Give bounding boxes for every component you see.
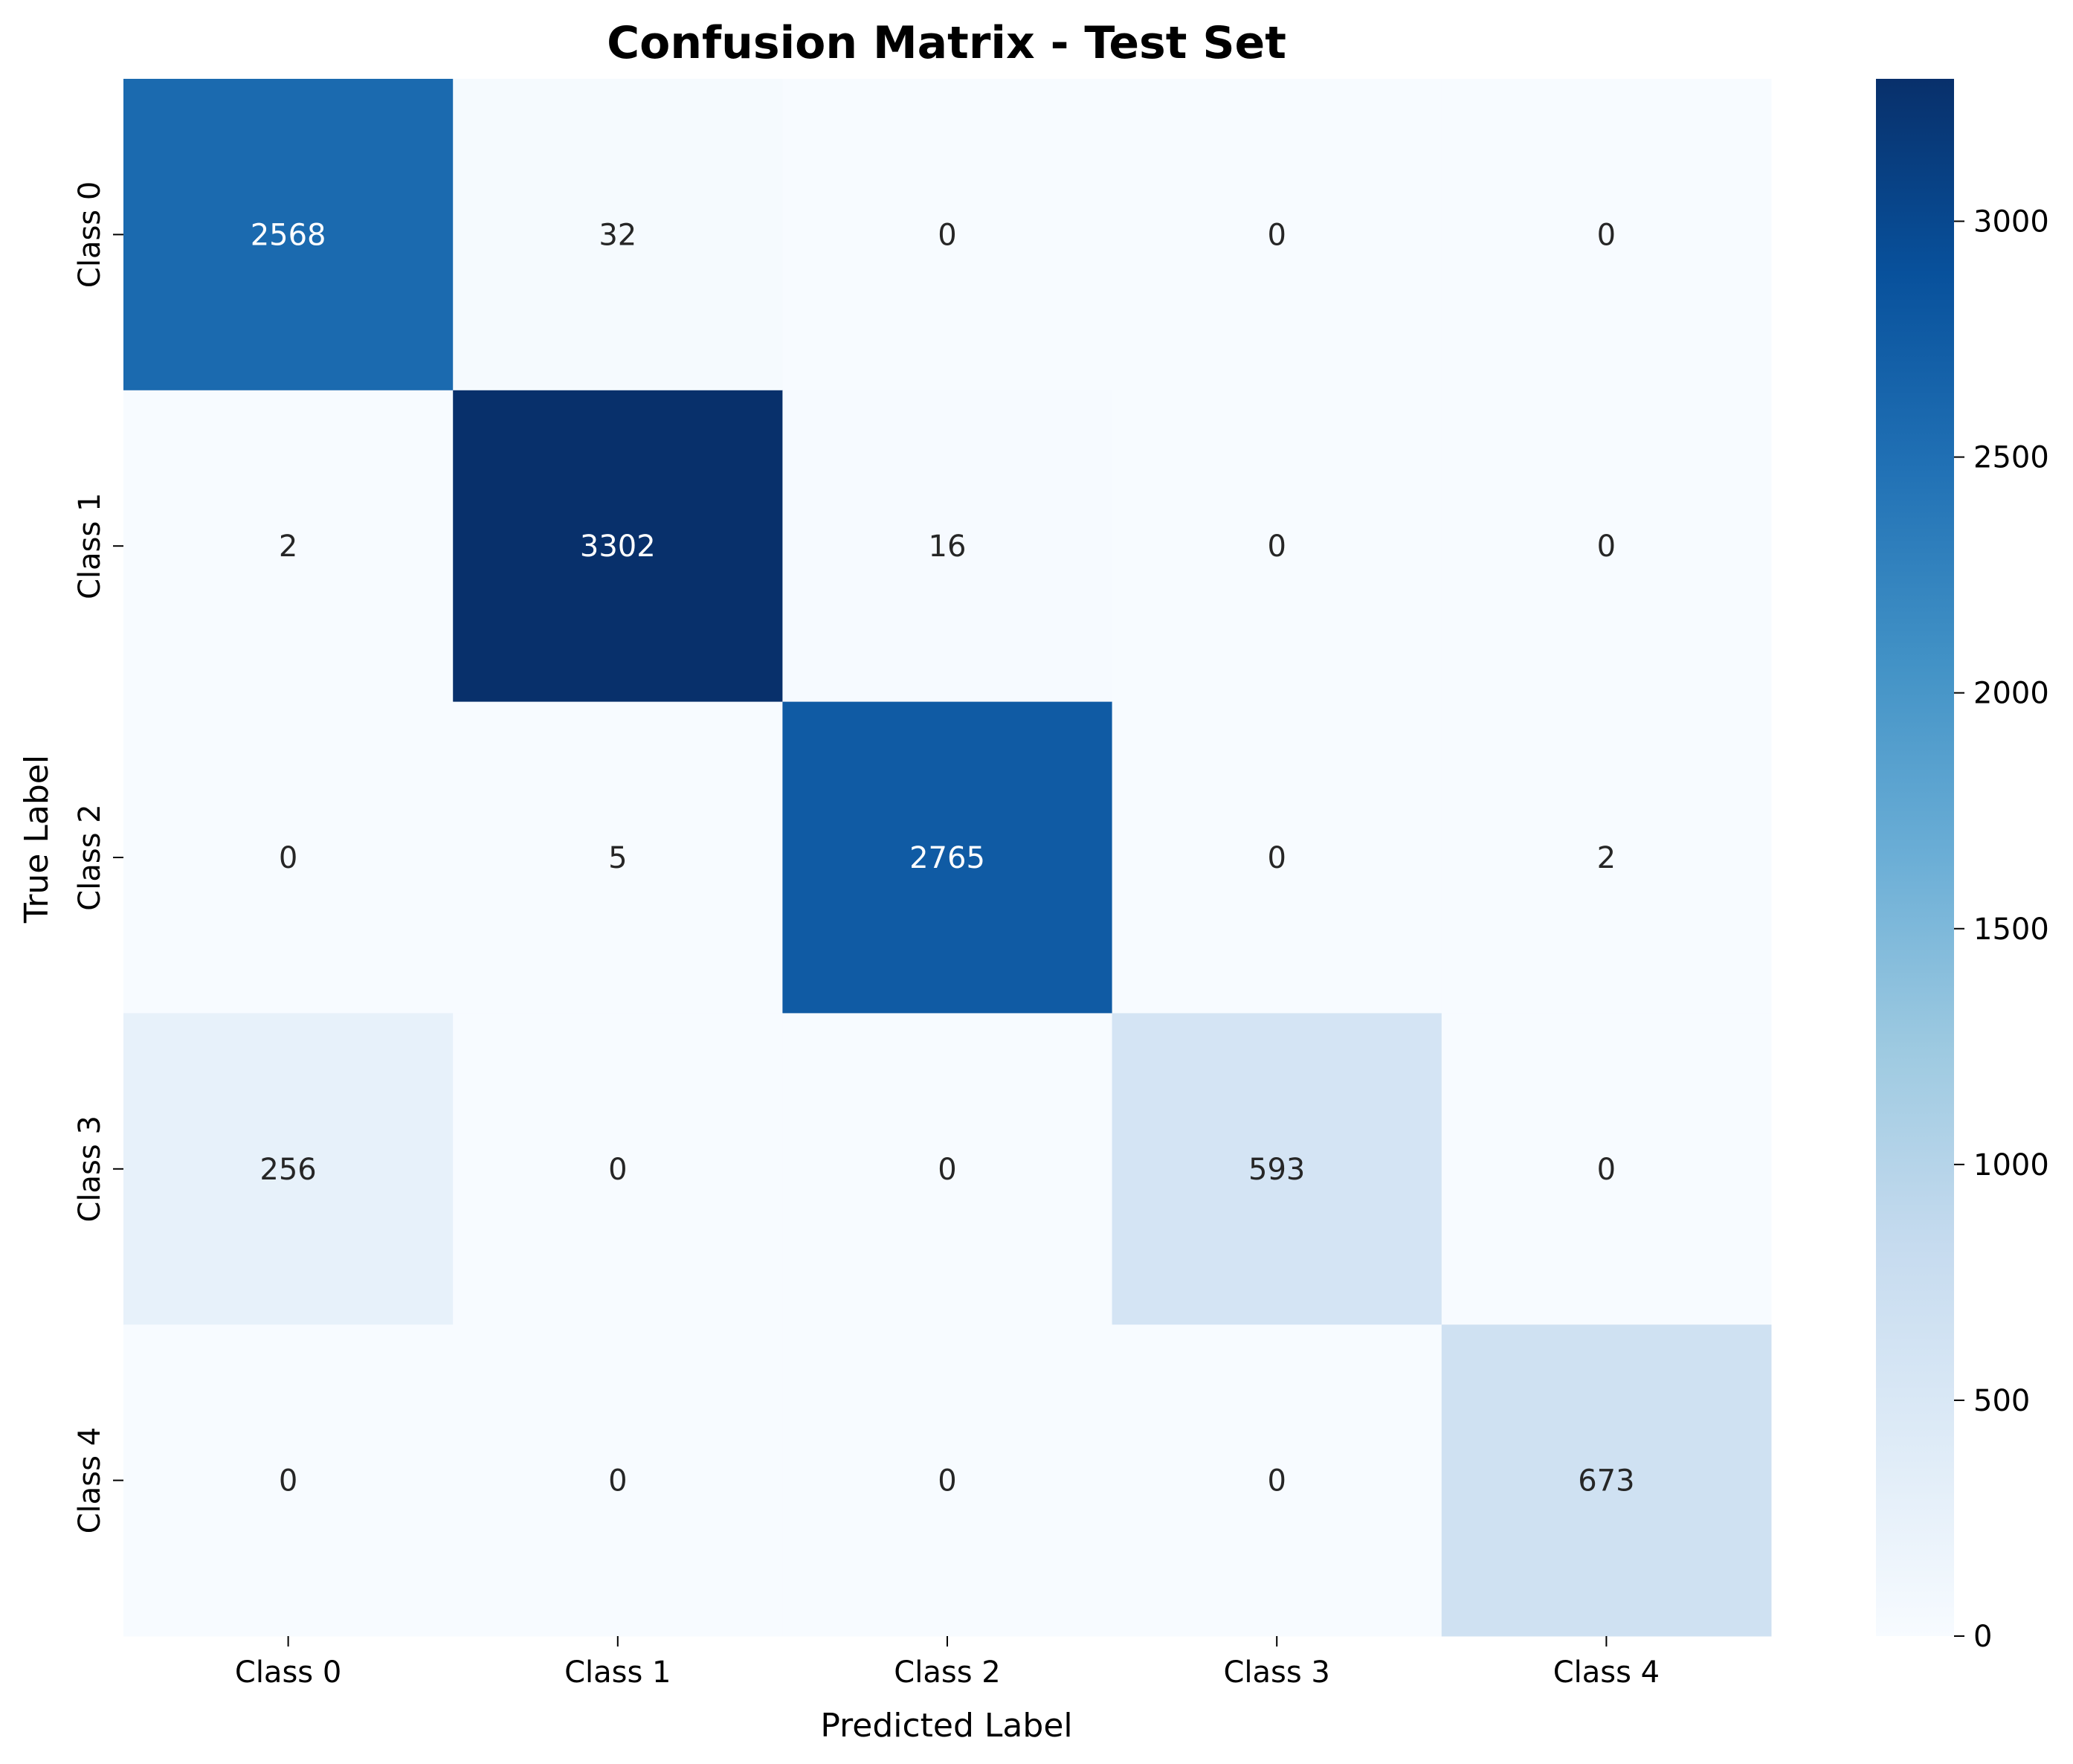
cell-value-label-r0-c1: 32 xyxy=(599,218,636,252)
colorbar-tick-label-1: 500 xyxy=(1973,1384,2030,1418)
cell-value-label-r3-c1: 0 xyxy=(608,1153,627,1187)
y-tick-label-0: Class 0 xyxy=(73,181,107,288)
heatmap-cell-r1-c0 xyxy=(123,390,454,703)
colorbar-ticks: 0 500 1000 1500 2000 2500 3000 xyxy=(1954,205,2049,1654)
y-tick-label-3: Class 3 xyxy=(73,1116,107,1222)
cell-value-label-r1-c4: 0 xyxy=(1597,529,1616,564)
cell-value-label-r3-c2: 0 xyxy=(938,1153,956,1187)
x-tick-label-4: Class 4 xyxy=(1553,1655,1660,1690)
cell-value-label-r2-c1: 5 xyxy=(608,841,627,875)
heatmap-cell-r4-c4 xyxy=(1441,1324,1772,1637)
y-axis: Class 0 Class 1 Class 2 Class 3 Class 4 xyxy=(73,181,123,1533)
colorbar-tick-label-2: 1000 xyxy=(1973,1148,2049,1182)
x-tick-label-1: Class 1 xyxy=(564,1655,671,1690)
heatmap-cell-r2-c1 xyxy=(453,701,783,1014)
heatmap-cell-r0-c2 xyxy=(782,79,1113,391)
heatmap-cell-r4-c0 xyxy=(123,1324,454,1637)
heatmap-cell-r0-c4 xyxy=(1441,79,1772,391)
heatmap-cell-r1-c3 xyxy=(1112,390,1442,703)
cell-value-label-r4-c1: 0 xyxy=(608,1464,627,1499)
heatmap-cell-r2-c2 xyxy=(782,701,1113,1014)
heatmap-cell-r0-c0 xyxy=(123,79,454,391)
heatmap-cell-r1-c2 xyxy=(782,390,1113,703)
heatmap-cell-r3-c4 xyxy=(1441,1013,1772,1325)
cell-value-label-r1-c0: 2 xyxy=(279,529,297,564)
heatmap-cell-r3-c3 xyxy=(1112,1013,1442,1325)
colorbar-tick-label-4: 2000 xyxy=(1973,677,2049,711)
cell-value-label-r0-c4: 0 xyxy=(1597,218,1616,252)
cell-value-label-r1-c3: 0 xyxy=(1267,529,1286,564)
cell-value-label-r2-c4: 2 xyxy=(1597,841,1616,875)
heatmap-cell-r3-c2 xyxy=(782,1013,1113,1325)
cell-value-label-r2-c2: 2765 xyxy=(909,841,985,875)
cell-value-label-r4-c3: 0 xyxy=(1267,1464,1286,1499)
cell-value-label-r2-c0: 0 xyxy=(279,841,297,875)
heatmap-cell-r2-c4 xyxy=(1441,701,1772,1014)
heatmap-cell-labels: 2568 32 0 0 0 2 3302 16 0 0 0 5 2765 0 2 256 0 0 593 0 0 0 0 0 6… xyxy=(251,218,1635,1498)
heatmap-cell-r3-c1 xyxy=(453,1013,783,1325)
x-axis: Class 0 Class 1 Class 2 Class 3 Class 4 xyxy=(235,1636,1660,1690)
y-tick-label-2: Class 2 xyxy=(73,804,107,910)
colorbar xyxy=(1876,79,1954,1636)
y-axis-label: True Label xyxy=(18,755,56,924)
cell-value-label-r4-c0: 0 xyxy=(279,1464,297,1499)
y-tick-label-1: Class 1 xyxy=(73,492,107,599)
heatmap-cell-r2-c0 xyxy=(123,701,454,1014)
x-tick-label-3: Class 3 xyxy=(1223,1655,1329,1690)
colorbar-tick-label-0: 0 xyxy=(1973,1620,1992,1654)
cell-value-label-r0-c0: 2568 xyxy=(251,218,326,252)
x-tick-label-2: Class 2 xyxy=(894,1655,1000,1690)
cell-value-label-r3-c0: 256 xyxy=(259,1153,316,1187)
heatmap-cell-r4-c3 xyxy=(1112,1324,1442,1637)
cell-value-label-r1-c1: 3302 xyxy=(580,529,656,564)
colorbar-tick-label-3: 1500 xyxy=(1973,912,2049,947)
heatmap-cell-r0-c3 xyxy=(1112,79,1442,391)
heatmap-cell-r0-c1 xyxy=(453,79,783,391)
heatmap-cell-r4-c1 xyxy=(453,1324,783,1637)
cell-value-label-r4-c4: 673 xyxy=(1578,1464,1634,1499)
heatmap-cell-r4-c2 xyxy=(782,1324,1113,1637)
cell-value-label-r0-c2: 0 xyxy=(938,218,956,252)
cell-value-label-r2-c3: 0 xyxy=(1267,841,1286,875)
heatmap-cells xyxy=(123,79,1772,1637)
heatmap-cell-r3-c0 xyxy=(123,1013,454,1325)
colorbar-tick-label-6: 3000 xyxy=(1973,205,2049,239)
chart-title: Confusion Matrix - Test Set xyxy=(607,17,1286,69)
colorbar-tick-label-5: 2500 xyxy=(1973,441,2049,475)
cell-value-label-r3-c3: 593 xyxy=(1248,1153,1305,1187)
heatmap-cell-r2-c3 xyxy=(1112,701,1442,1014)
cell-value-label-r3-c4: 0 xyxy=(1597,1153,1616,1187)
heatmap-cell-r1-c4 xyxy=(1441,390,1772,703)
heatmap-cell-r1-c1 xyxy=(453,390,783,703)
x-axis-label: Predicted Label xyxy=(820,1707,1072,1745)
x-tick-label-0: Class 0 xyxy=(235,1655,341,1690)
cell-value-label-r1-c2: 16 xyxy=(929,529,967,564)
cell-value-label-r4-c2: 0 xyxy=(938,1464,956,1499)
cell-value-label-r0-c3: 0 xyxy=(1267,218,1286,252)
y-tick-label-4: Class 4 xyxy=(73,1427,107,1533)
